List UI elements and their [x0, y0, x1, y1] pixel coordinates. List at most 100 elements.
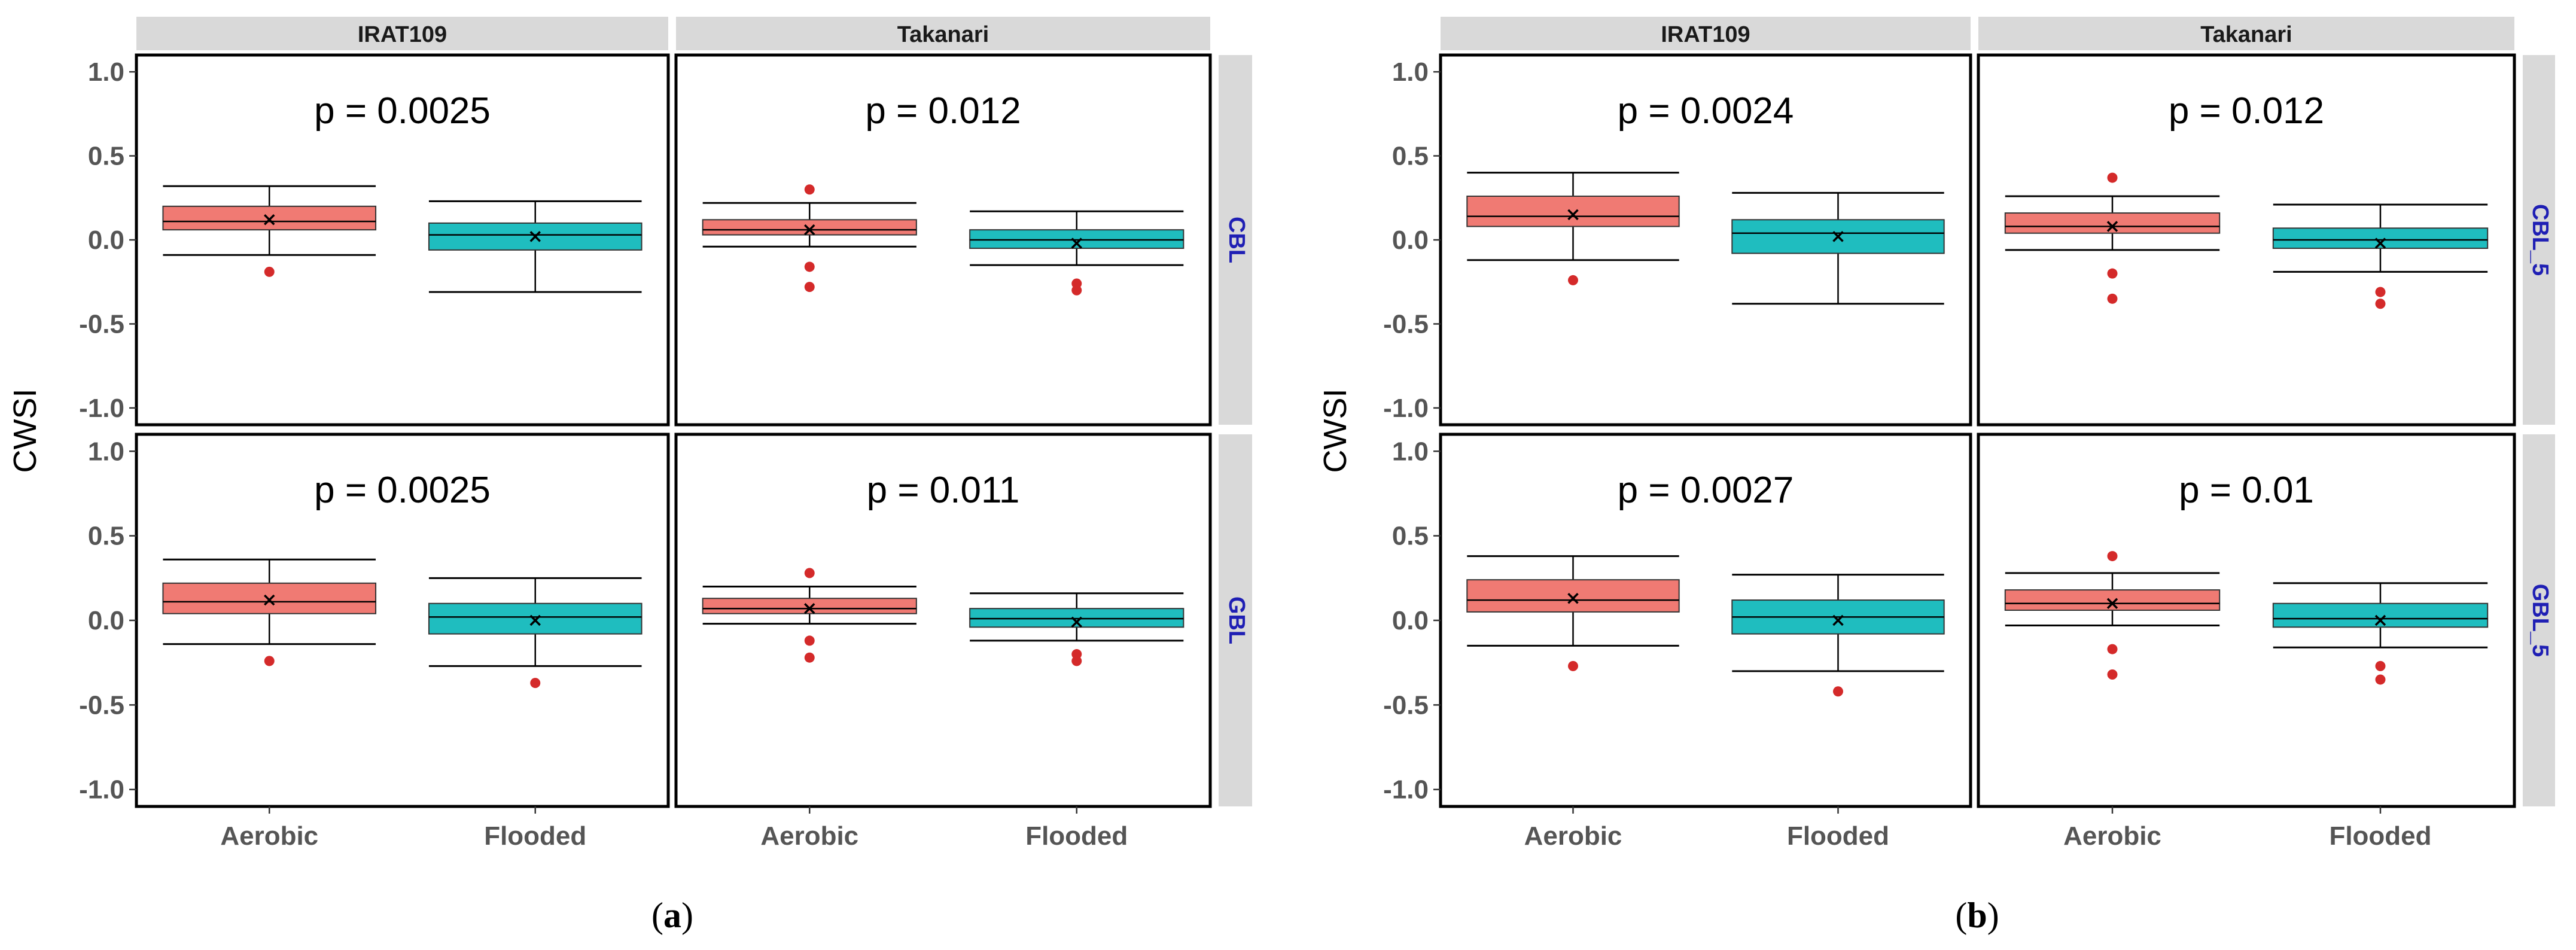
mean-marker [2374, 238, 2386, 249]
outlier-point [2107, 268, 2118, 279]
box-body [2004, 589, 2221, 611]
outlier-point [2107, 644, 2118, 654]
panel-border [1977, 53, 2516, 427]
column-strip-label: Takanari [2200, 22, 2292, 47]
row-strip-label: GBL [1224, 596, 1249, 644]
panel-border [674, 53, 1212, 427]
p-value-label: p = 0.0027 [1618, 470, 1794, 511]
outlier-point [2375, 660, 2386, 671]
outlier-point [1833, 686, 1843, 697]
box-aerobic [702, 184, 917, 293]
mean-marker [804, 602, 815, 614]
outlier-point [804, 184, 815, 195]
box-body [2272, 227, 2489, 249]
y-tick-label: -0.5 [79, 309, 124, 339]
outlier-point [804, 652, 815, 663]
box-body [162, 582, 377, 614]
panel: p = 0.01 [1977, 433, 2516, 808]
y-tick-label: 0.0 [88, 226, 124, 255]
outlier-point [804, 261, 815, 272]
y-tick-label: -0.5 [1383, 690, 1429, 720]
outlier-point [2107, 551, 2118, 562]
mean-marker [2106, 221, 2118, 232]
y-tick-label: -0.5 [79, 690, 124, 720]
panel: p = 0.0025 [135, 433, 670, 808]
y-tick-label: 0.5 [88, 142, 124, 171]
outlier-point [1568, 660, 1578, 671]
box-flooded [2272, 203, 2489, 309]
p-value-label: p = 0.012 [2169, 90, 2324, 132]
figure-caption: (b) [1955, 896, 1999, 935]
column-strip-label: Takanari [897, 22, 989, 47]
panel-border [674, 433, 1212, 808]
p-value-label: p = 0.0025 [314, 90, 491, 132]
p-value-label: p = 0.011 [867, 470, 1020, 511]
outlier-point [2375, 299, 2386, 309]
mean-marker [1071, 616, 1082, 628]
row-strip-label: CBL [1224, 217, 1249, 263]
y-tick-label: 0.0 [1392, 606, 1429, 635]
row-strip [2523, 55, 2555, 425]
column-strip [136, 17, 668, 50]
panel: p = 0.012 [674, 53, 1212, 427]
mean-marker [529, 231, 541, 242]
x-tick-label: Aerobic [760, 821, 858, 851]
y-tick-label: 1.0 [1392, 437, 1429, 466]
x-tick-label: Aerobic [220, 821, 318, 851]
box-body [702, 598, 917, 614]
chart-a: IRAT109 Takanari CBL GBL p = 0.0025 p = 0.012… [7, 17, 1252, 935]
box-body [969, 229, 1185, 249]
outlier-point [264, 656, 275, 666]
y-tick-label: 0.0 [1392, 226, 1429, 255]
mean-marker [1567, 593, 1579, 604]
mean-marker [2106, 598, 2118, 609]
x-tick-label: Flooded [2329, 821, 2431, 851]
box-body [162, 205, 377, 231]
y-tick-label: -1.0 [1383, 775, 1429, 805]
outlier-point [804, 282, 815, 293]
box-body [1466, 195, 1680, 227]
outlier-point [804, 568, 815, 578]
box-aerobic [2004, 172, 2221, 304]
box-flooded [969, 592, 1185, 666]
x-tick-label: Aerobic [1524, 821, 1622, 851]
box-flooded [1731, 574, 1945, 697]
column-strip [1441, 17, 1971, 50]
column-strip [676, 17, 1210, 50]
box-aerobic [1466, 172, 1680, 285]
box-body [702, 219, 917, 236]
column-strip-label: IRAT109 [1661, 22, 1750, 47]
outlier-point [1071, 656, 1082, 666]
y-tick-label: 1.0 [1392, 57, 1429, 87]
outlier-point [1071, 285, 1082, 296]
outlier-point [804, 635, 815, 646]
p-value-label: p = 0.012 [865, 90, 1021, 132]
row-strip-label: CBL_5 [2528, 204, 2553, 276]
outlier-point [530, 678, 541, 689]
y-tick-label: -1.0 [79, 394, 124, 423]
mean-marker [264, 214, 275, 226]
box-flooded [969, 210, 1185, 296]
y-tick-label: 0.0 [88, 606, 124, 635]
box-body [1466, 579, 1680, 613]
mean-marker [529, 614, 541, 626]
box-aerobic [2004, 551, 2221, 680]
x-tick-label: Flooded [1025, 821, 1128, 851]
y-axis-title: CWSI [1317, 389, 1353, 473]
x-tick-label: Flooded [1787, 821, 1889, 851]
box-flooded [2272, 582, 2489, 685]
column-strip-label: IRAT109 [358, 22, 447, 47]
mean-marker [1832, 614, 1844, 626]
box-body [428, 602, 643, 635]
mean-marker [264, 594, 275, 606]
mean-marker [1832, 231, 1844, 242]
box-flooded [428, 577, 643, 689]
box-flooded [1731, 191, 1945, 305]
outlier-point [264, 266, 275, 277]
outlier-point [2107, 293, 2118, 304]
y-tick-label: -1.0 [1383, 394, 1429, 423]
row-strip [1219, 55, 1252, 425]
figure-caption: (a) [651, 896, 693, 935]
outlier-point [2107, 669, 2118, 680]
row-strip [2523, 434, 2555, 806]
